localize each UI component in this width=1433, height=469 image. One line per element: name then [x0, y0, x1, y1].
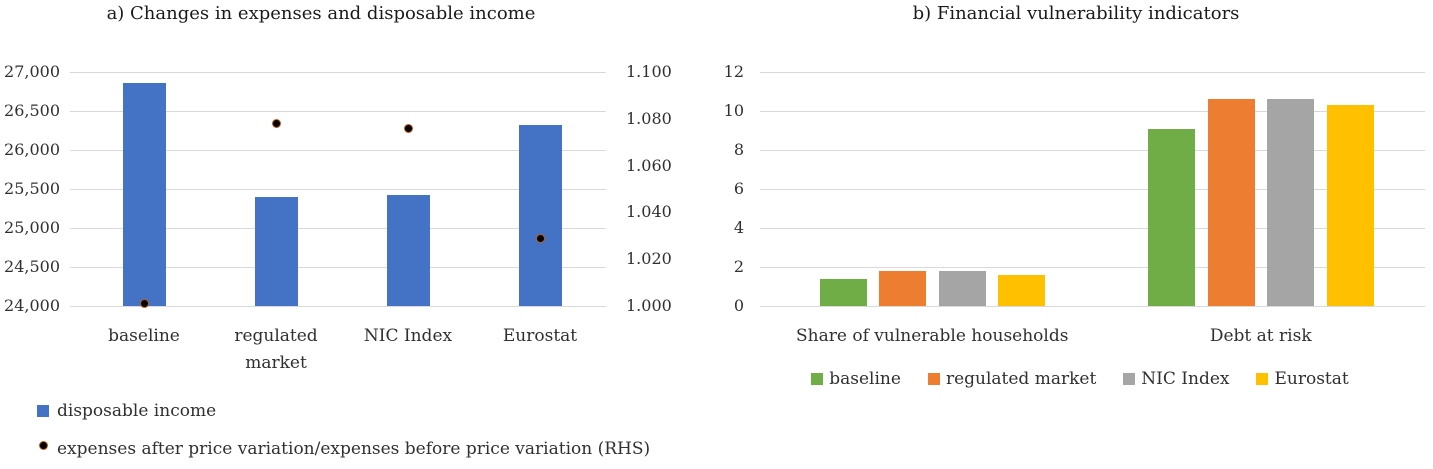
gridline	[70, 228, 606, 229]
legend-swatch	[927, 373, 940, 385]
legend-item: baseline	[811, 368, 901, 390]
y-tick-label: 26,000	[4, 140, 60, 159]
y-tick-label: 6	[733, 179, 744, 198]
legend-swatch	[1123, 373, 1136, 385]
y-tick-label: 2	[733, 257, 744, 276]
y-tick-label: 24,000	[4, 296, 60, 315]
legend-item: Eurostat	[1256, 368, 1349, 390]
gridline	[70, 189, 606, 190]
bar	[1326, 105, 1374, 306]
y2-tick-label: 1.080	[626, 108, 672, 128]
chart-b-title: b) Financial vulnerability indicators	[912, 3, 1240, 24]
legend-marker	[38, 440, 48, 450]
legend-item: expenses after price variation/expenses …	[37, 438, 650, 460]
bar	[819, 278, 867, 306]
bar	[1207, 99, 1255, 306]
bar	[1148, 128, 1195, 306]
legend-label: disposable income	[57, 401, 217, 421]
gridline	[760, 150, 1425, 151]
gridline	[70, 150, 606, 151]
gridline	[70, 111, 606, 112]
gridline	[760, 228, 1425, 229]
scatter-point	[403, 123, 413, 133]
legend-item: regulated market	[927, 368, 1097, 390]
y-tick-label: 24,500	[4, 257, 60, 276]
scatter-point	[271, 118, 281, 128]
chart-a-legend: disposable income expenses after price va…	[37, 400, 650, 469]
bar	[1267, 99, 1314, 306]
x-tick-label: Debt at risk	[1209, 326, 1312, 346]
gridline	[760, 111, 1425, 112]
bar	[386, 195, 430, 306]
x-tick-label: baseline	[108, 326, 180, 346]
gridline	[760, 72, 1425, 73]
legend-item: disposable income	[37, 400, 650, 422]
legend-label: NIC Index	[1141, 369, 1230, 389]
y-tick-label: 10	[723, 101, 744, 120]
y2-tick-label: 1.040	[626, 202, 672, 222]
chart-a-title: a) Changes in expenses and disposable in…	[106, 3, 536, 24]
gridline	[760, 306, 1425, 307]
y-tick-label: 25,000	[4, 218, 60, 237]
bar	[998, 274, 1045, 306]
legend-label: Eurostat	[1274, 369, 1349, 389]
legend-item: NIC Index	[1123, 368, 1229, 390]
y2-tick-label: 1.100	[626, 62, 672, 81]
y2-tick-label: 1.000	[626, 296, 672, 315]
x-tick-label: NIC Index	[363, 326, 453, 346]
gridline	[70, 306, 606, 307]
bar	[122, 82, 166, 306]
x-tick-label: Share of vulnerable households	[796, 326, 1069, 346]
bar	[518, 125, 562, 306]
y-tick-label: 25,500	[4, 179, 60, 198]
y-tick-label: 27,000	[4, 62, 60, 81]
legend-label: expenses after price variation/expenses …	[57, 439, 651, 459]
gridline	[760, 189, 1425, 190]
legend-swatch	[811, 373, 824, 385]
bar	[254, 196, 298, 306]
y-tick-label: 12	[723, 62, 744, 81]
legend-swatch	[37, 405, 49, 417]
x-tick-label: regulated market	[234, 326, 318, 373]
y2-tick-label: 1.060	[626, 155, 672, 175]
gridline	[70, 72, 606, 73]
x-tick-label: Eurostat	[502, 326, 578, 346]
y-tick-label: 26,500	[4, 101, 60, 120]
bar	[879, 270, 926, 306]
y-tick-label: 4	[733, 218, 744, 237]
gridline	[70, 267, 606, 268]
scatter-point	[535, 233, 545, 243]
y-tick-label: 0	[733, 296, 744, 315]
legend-label: baseline	[829, 369, 901, 389]
legend-label: regulated market	[945, 369, 1097, 389]
legend-swatch	[1256, 373, 1269, 385]
y-tick-label: 8	[733, 140, 744, 159]
gridline	[760, 267, 1425, 268]
y2-tick-label: 1.020	[626, 249, 672, 269]
scatter-point	[139, 299, 149, 309]
chart-b-legend: baseline regulated market NIC Index Eurosta…	[780, 368, 1380, 390]
bar	[938, 270, 986, 306]
